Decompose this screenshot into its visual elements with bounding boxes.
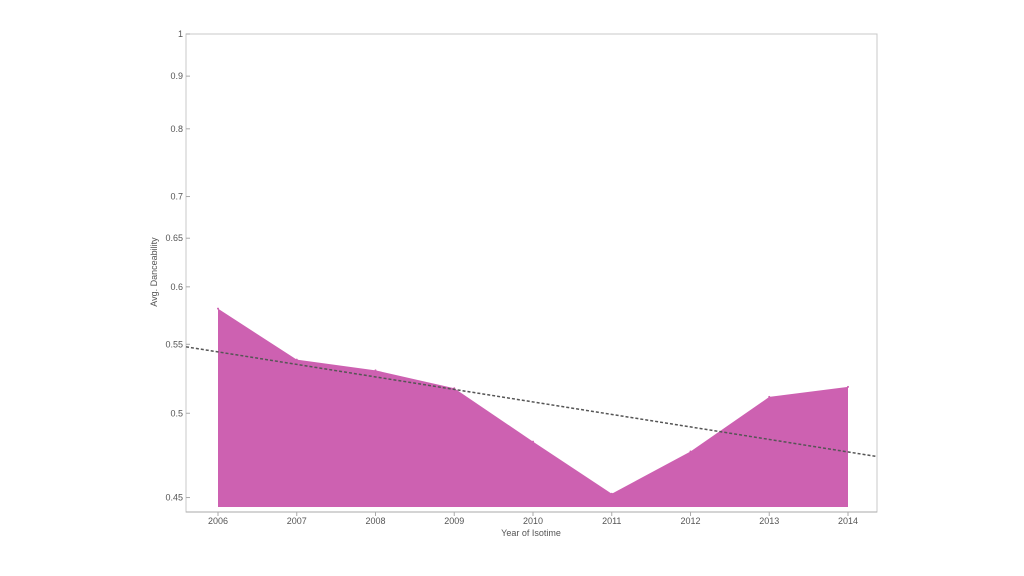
y-tick-label-6: 0.55: [165, 339, 183, 349]
x-tick-label-7: 2013: [759, 516, 779, 526]
y-tick-label-1: 0.9: [170, 71, 183, 81]
y-tick-label-5: 0.6: [170, 282, 183, 292]
data-point-2010: [532, 440, 534, 443]
y-tick-label-8: 0.45: [165, 493, 183, 503]
x-tick-label-8: 2014: [838, 516, 858, 526]
x-tick-label-3: 2009: [444, 516, 464, 526]
x-axis-title: Year of Isotime: [501, 528, 561, 538]
data-point-2006: [217, 307, 219, 310]
x-tick-label-0: 2006: [208, 516, 228, 526]
area-layer: [217, 307, 849, 507]
y-tick-label-7: 0.5: [170, 408, 183, 418]
x-tick-label-5: 2011: [602, 516, 621, 526]
y-tick-label-4: 0.65: [165, 233, 183, 243]
y-tick-label-0: 1: [178, 29, 183, 39]
x-tick-label-6: 2012: [680, 516, 700, 526]
x-tick-label-2: 2008: [365, 516, 385, 526]
y-tick-label-3: 0.7: [170, 192, 183, 202]
x-axis: 2006 2007 2008 2009 2010 2011 2012 2013 2014: [208, 512, 858, 526]
data-point-2012: [689, 450, 692, 453]
trend-line: [185, 346, 878, 458]
y-tick-label-2: 0.8: [170, 124, 183, 134]
trend-layer: [185, 346, 878, 458]
y-axis: 1 0.9 0.8 0.7 0.65 0.6 0.55 0.5 0.45: [165, 29, 190, 503]
danceability-area: [218, 308, 848, 507]
data-point-2014: [847, 385, 849, 388]
data-point-2008: [374, 369, 377, 372]
x-tick-label-1: 2007: [287, 516, 307, 526]
data-point-2013: [768, 395, 771, 398]
x-tick-label-4: 2010: [523, 516, 543, 526]
data-point-2011: [610, 492, 613, 495]
y-axis-title: Avg. Danceability: [149, 237, 159, 307]
data-point-2007: [295, 358, 298, 361]
